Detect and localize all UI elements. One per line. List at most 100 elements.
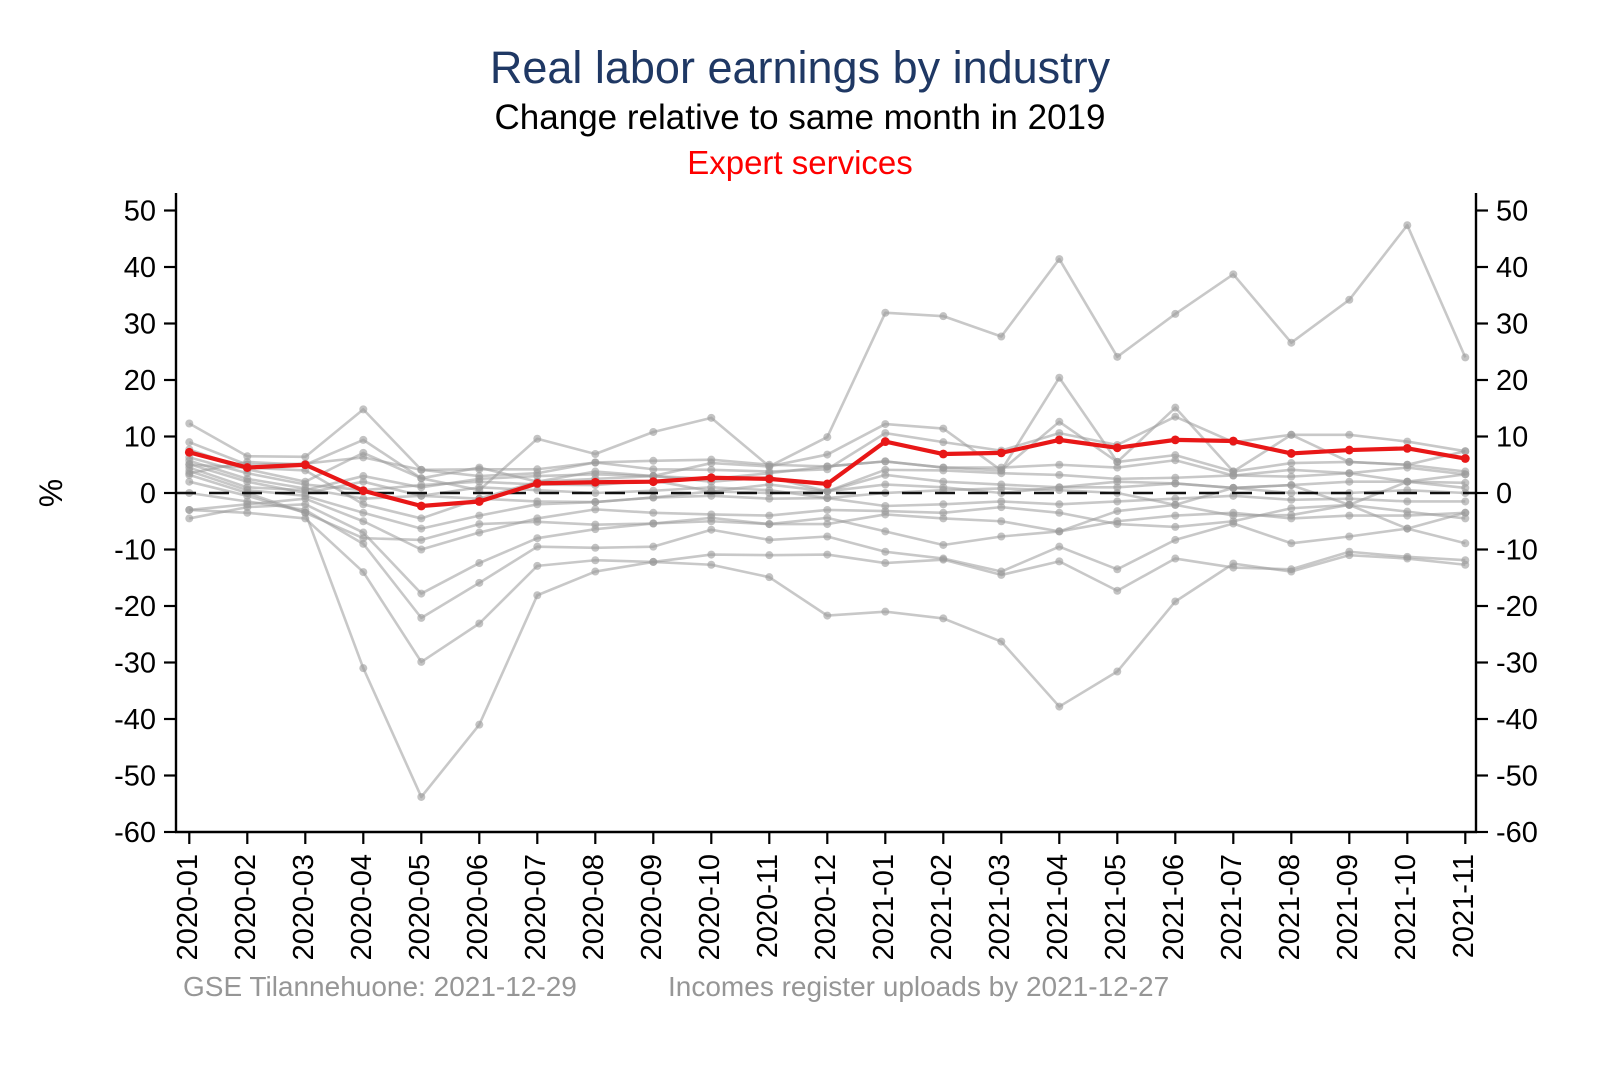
gray-series-point-industry-06: [417, 545, 426, 554]
gray-series-point-industry-08: [359, 435, 368, 444]
gray-series-point-industry-06: [359, 517, 368, 526]
y-tick-label-right: -30: [1496, 648, 1538, 680]
y-tick-label-left: 10: [124, 422, 156, 454]
chart-subtitle: Change relative to same month in 2019: [494, 98, 1106, 137]
gray-series-point-industry-02: [533, 591, 542, 600]
x-tick-label: 2021-03: [984, 854, 1016, 960]
y-tick-label-right: -20: [1496, 591, 1538, 623]
gray-series-point-industry-04: [591, 543, 600, 552]
gray-series-point-industry-16: [823, 520, 832, 529]
gray-series-point-industry-12: [1171, 500, 1180, 509]
gray-series-point-industry-02: [1113, 667, 1122, 676]
gray-series-point-industry-12: [1345, 500, 1354, 509]
gray-series-point-industry-02: [417, 792, 426, 801]
gray-series-point-industry-03: [591, 556, 600, 565]
gray-series-point-industry-08: [533, 434, 542, 443]
gray-series-point-industry-01: [1461, 353, 1470, 362]
x-tick-label: 2020-02: [230, 854, 262, 960]
gray-series-point-industry-02: [881, 607, 890, 616]
gray-series-point-industry-06: [707, 510, 716, 519]
gray-series-point-industry-03: [765, 551, 774, 560]
gray-series-point-industry-03: [649, 557, 658, 566]
highlighted-series-label: Expert services: [687, 144, 913, 181]
gray-series-point-industry-16: [1287, 514, 1296, 523]
x-tick-label: 2020-06: [462, 854, 494, 960]
gray-series-point-industry-09: [591, 458, 600, 467]
gray-series-point-industry-10: [1171, 473, 1180, 482]
highlight-series-point: [1344, 445, 1354, 455]
gray-series-point-industry-15: [881, 501, 890, 510]
gray-series-point-industry-07: [1055, 417, 1064, 426]
gray-series-point-industry-03: [707, 550, 716, 559]
highlight-series-point: [1170, 435, 1180, 445]
gray-series-point-industry-07: [649, 456, 658, 465]
highlight-series-point: [1054, 435, 1064, 445]
gray-series-point-industry-16: [997, 517, 1006, 526]
gray-series-point-industry-01: [1287, 338, 1296, 347]
gray-series-point-industry-14: [1461, 470, 1470, 479]
gray-series-point-industry-10: [1055, 470, 1064, 479]
gray-series-point-industry-01: [1113, 352, 1122, 361]
gray-series-point-industry-14: [591, 470, 600, 479]
gray-series-point-industry-16: [301, 508, 310, 517]
highlight-series-point: [474, 497, 484, 506]
y-tick-label-left: 50: [124, 196, 156, 228]
gray-series-point-industry-02: [939, 614, 948, 623]
gray-series-point-industry-05: [359, 528, 368, 537]
gray-series-point-industry-06: [939, 508, 948, 517]
x-tick-label: 2021-08: [1274, 854, 1306, 960]
gray-series-point-industry-10: [997, 469, 1006, 478]
y-tick-label-left: 20: [124, 365, 156, 397]
gray-series-point-industry-05: [185, 514, 194, 523]
source-note-right: Incomes register uploads by 2021-12-27: [668, 971, 1170, 1002]
gray-series-point-industry-16: [881, 510, 890, 519]
gray-series-point-industry-14: [417, 483, 426, 492]
gray-series-point-industry-09: [1287, 430, 1296, 439]
gray-series-point-industry-01: [1229, 270, 1238, 279]
highlight-series-point: [706, 473, 716, 483]
gray-series-point-industry-11: [939, 477, 948, 486]
y-tick-label-right: 0: [1496, 478, 1512, 510]
gray-series-point-industry-03: [1345, 547, 1354, 556]
gray-series-point-industry-10: [475, 463, 484, 472]
x-tick-label: 2021-07: [1216, 854, 1248, 960]
gray-series-point-industry-05: [533, 534, 542, 543]
gray-series-point-industry-15: [533, 500, 542, 509]
x-tick-label: 2020-09: [636, 854, 668, 960]
highlight-series-point: [1402, 443, 1412, 453]
gray-series-point-industry-05: [417, 589, 426, 598]
gray-series-point-industry-03: [359, 568, 368, 577]
gray-series-point-industry-01: [881, 308, 890, 317]
gray-series-point-industry-08: [649, 427, 658, 436]
gray-series-point-industry-08: [707, 413, 716, 422]
gray-series-point-industry-04: [533, 542, 542, 551]
y-tick-label-right: -60: [1496, 817, 1538, 849]
gray-series-point-industry-15: [1345, 494, 1354, 503]
highlight-series-point: [590, 477, 600, 487]
gray-series-point-industry-14: [475, 474, 484, 483]
gray-series-point-industry-09: [707, 465, 716, 474]
y-axis-title: %: [33, 479, 69, 507]
gray-series-point-industry-04: [649, 542, 658, 551]
x-tick-label: 2021-05: [1100, 854, 1132, 960]
gray-series-point-industry-14: [1403, 463, 1412, 472]
gray-series-point-industry-01: [823, 433, 832, 442]
gray-series-point-industry-07: [359, 405, 368, 414]
gray-series-point-industry-12: [1287, 481, 1296, 490]
gray-series-point-industry-04: [997, 567, 1006, 576]
gray-series-point-industry-06: [243, 500, 252, 509]
gray-series-point-industry-08: [1403, 437, 1412, 446]
gray-series-point-industry-08: [1113, 457, 1122, 466]
gray-series-point-industry-07: [243, 452, 252, 461]
x-tick-label: 2020-10: [694, 854, 726, 960]
gray-series-point-industry-06: [1287, 504, 1296, 513]
gray-series-point-industry-10: [1287, 472, 1296, 481]
gray-series-point-industry-02: [475, 720, 484, 729]
gray-series-point-industry-13: [243, 477, 252, 486]
gray-series-point-industry-09: [1171, 412, 1180, 421]
gray-series-point-industry-09: [939, 438, 948, 447]
gray-series-point-industry-15: [823, 494, 832, 503]
y-tick-label-left: -60: [114, 817, 156, 849]
x-tick-label: 2021-04: [1042, 854, 1074, 960]
